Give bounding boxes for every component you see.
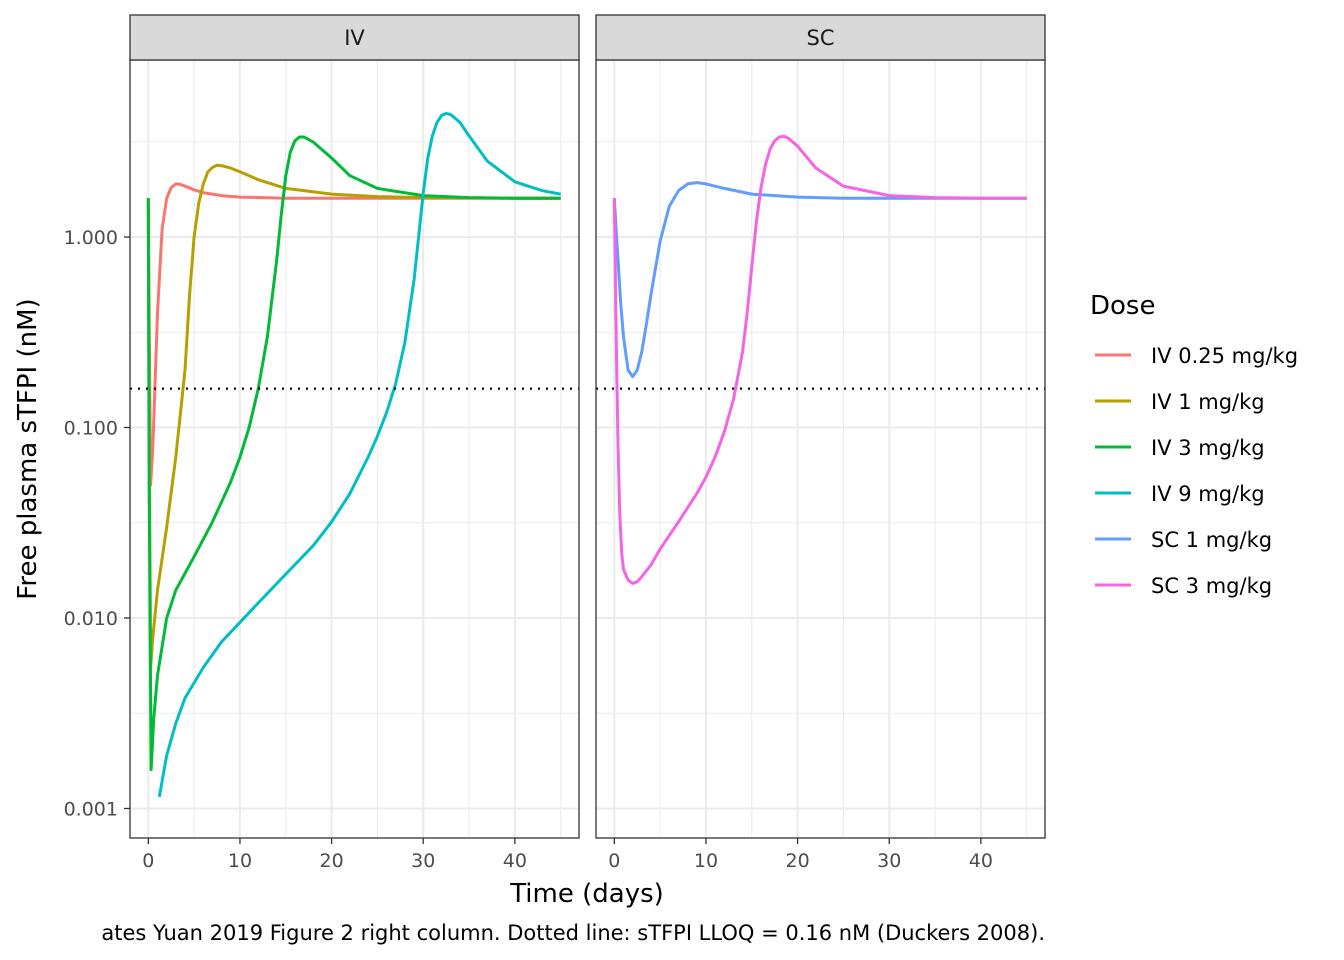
series-line-sc-1-mg-kg [612, 181, 1027, 379]
panel-background [596, 60, 1045, 838]
facet-label: IV [344, 26, 365, 50]
x-tick-label: 0 [142, 850, 154, 872]
y-tick-label: 0.001 [64, 798, 118, 820]
x-tick-label: 30 [411, 850, 435, 872]
axis-ticks: 0 10 20 30 40 0 10 20 30 40 0.001 0.010 0.100 1.000 [64, 227, 993, 872]
legend-label: SC 3 mg/kg [1151, 574, 1272, 598]
series-line-sc-3-mg-kg [612, 134, 1027, 585]
caption: ates Yuan 2019 Figure 2 right column. Do… [101, 921, 1045, 945]
facet-label: SC [807, 26, 835, 50]
legend: Dose IV 0.25 mg/kg IV 1 mg/kg IV 3 mg/kg IV… [1090, 291, 1298, 598]
series-lines [130, 112, 1045, 798]
series-line-iv-0-25-mg-kg [146, 182, 561, 487]
x-tick-label: 20 [785, 850, 809, 872]
gridlines [130, 60, 1045, 838]
x-tick-label: 10 [228, 850, 252, 872]
facet-strip [595, 14, 1046, 61]
facet-strips: IV SC [129, 14, 1046, 61]
y-tick-label: 0.100 [64, 418, 118, 440]
x-tick-label: 30 [877, 850, 901, 872]
series-line-iv-3-mg-kg [146, 135, 561, 772]
x-tick-label: 10 [694, 850, 718, 872]
legend-label: IV 1 mg/kg [1151, 390, 1265, 414]
legend-label: SC 1 mg/kg [1151, 528, 1272, 552]
legend-label: IV 0.25 mg/kg [1151, 344, 1298, 368]
panel-background [130, 60, 579, 838]
legend-title: Dose [1090, 291, 1155, 321]
y-tick-label: 1.000 [64, 227, 118, 249]
x-axis-title: Time (days) [509, 879, 664, 909]
x-tick-label: 40 [503, 850, 527, 872]
y-axis-title: Free plasma sTFPI (nM) [13, 298, 43, 599]
series-line-iv-9-mg-kg [157, 112, 561, 798]
series-line-iv-1-mg-kg [146, 163, 561, 669]
facet-strip [129, 14, 580, 61]
x-tick-label: 40 [969, 850, 993, 872]
legend-label: IV 9 mg/kg [1151, 482, 1265, 506]
legend-label: IV 3 mg/kg [1151, 436, 1265, 460]
x-tick-label: 0 [608, 850, 620, 872]
panel-backgrounds [130, 60, 1045, 838]
y-tick-label: 0.010 [64, 608, 118, 630]
x-tick-label: 20 [319, 850, 343, 872]
